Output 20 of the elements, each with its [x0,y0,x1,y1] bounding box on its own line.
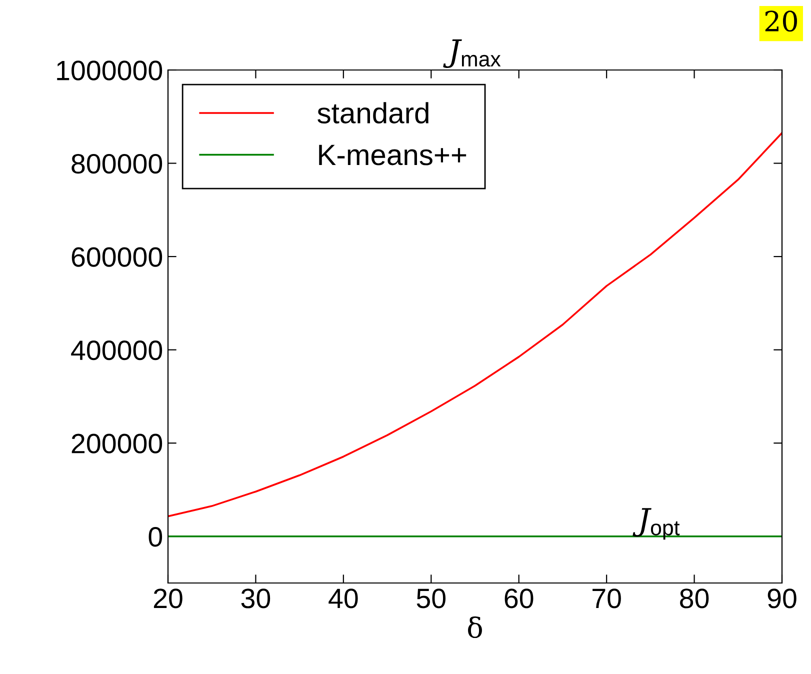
y-tick-label: 800000 [72,154,162,174]
y-tick-label: 600000 [72,247,162,267]
y-tick-label: 400000 [71,340,162,360]
legend-label: K-means++ [319,144,466,166]
x-tick-label: 90 [768,588,796,608]
legend-label: standard [318,102,428,124]
x-tick-label: 20 [154,588,182,608]
y-tick-label: 1000000 [57,60,162,80]
x-tick-label: 50 [416,588,446,608]
y-tick-label: 200000 [72,434,162,454]
annotation: J$_{opt}$ [632,508,680,540]
text: 20 [765,10,797,32]
chart-title: J$_{max}$ [443,39,501,68]
x-tick-label: 80 [680,588,709,608]
y-tick-label: 0 [148,527,162,547]
x-tick-label: 30 [241,588,270,608]
x-tick-label: 70 [592,588,621,608]
x-axis-title: δ [468,616,482,638]
x-tick-label: 40 [328,588,358,608]
x-tick-label: 60 [504,588,534,608]
